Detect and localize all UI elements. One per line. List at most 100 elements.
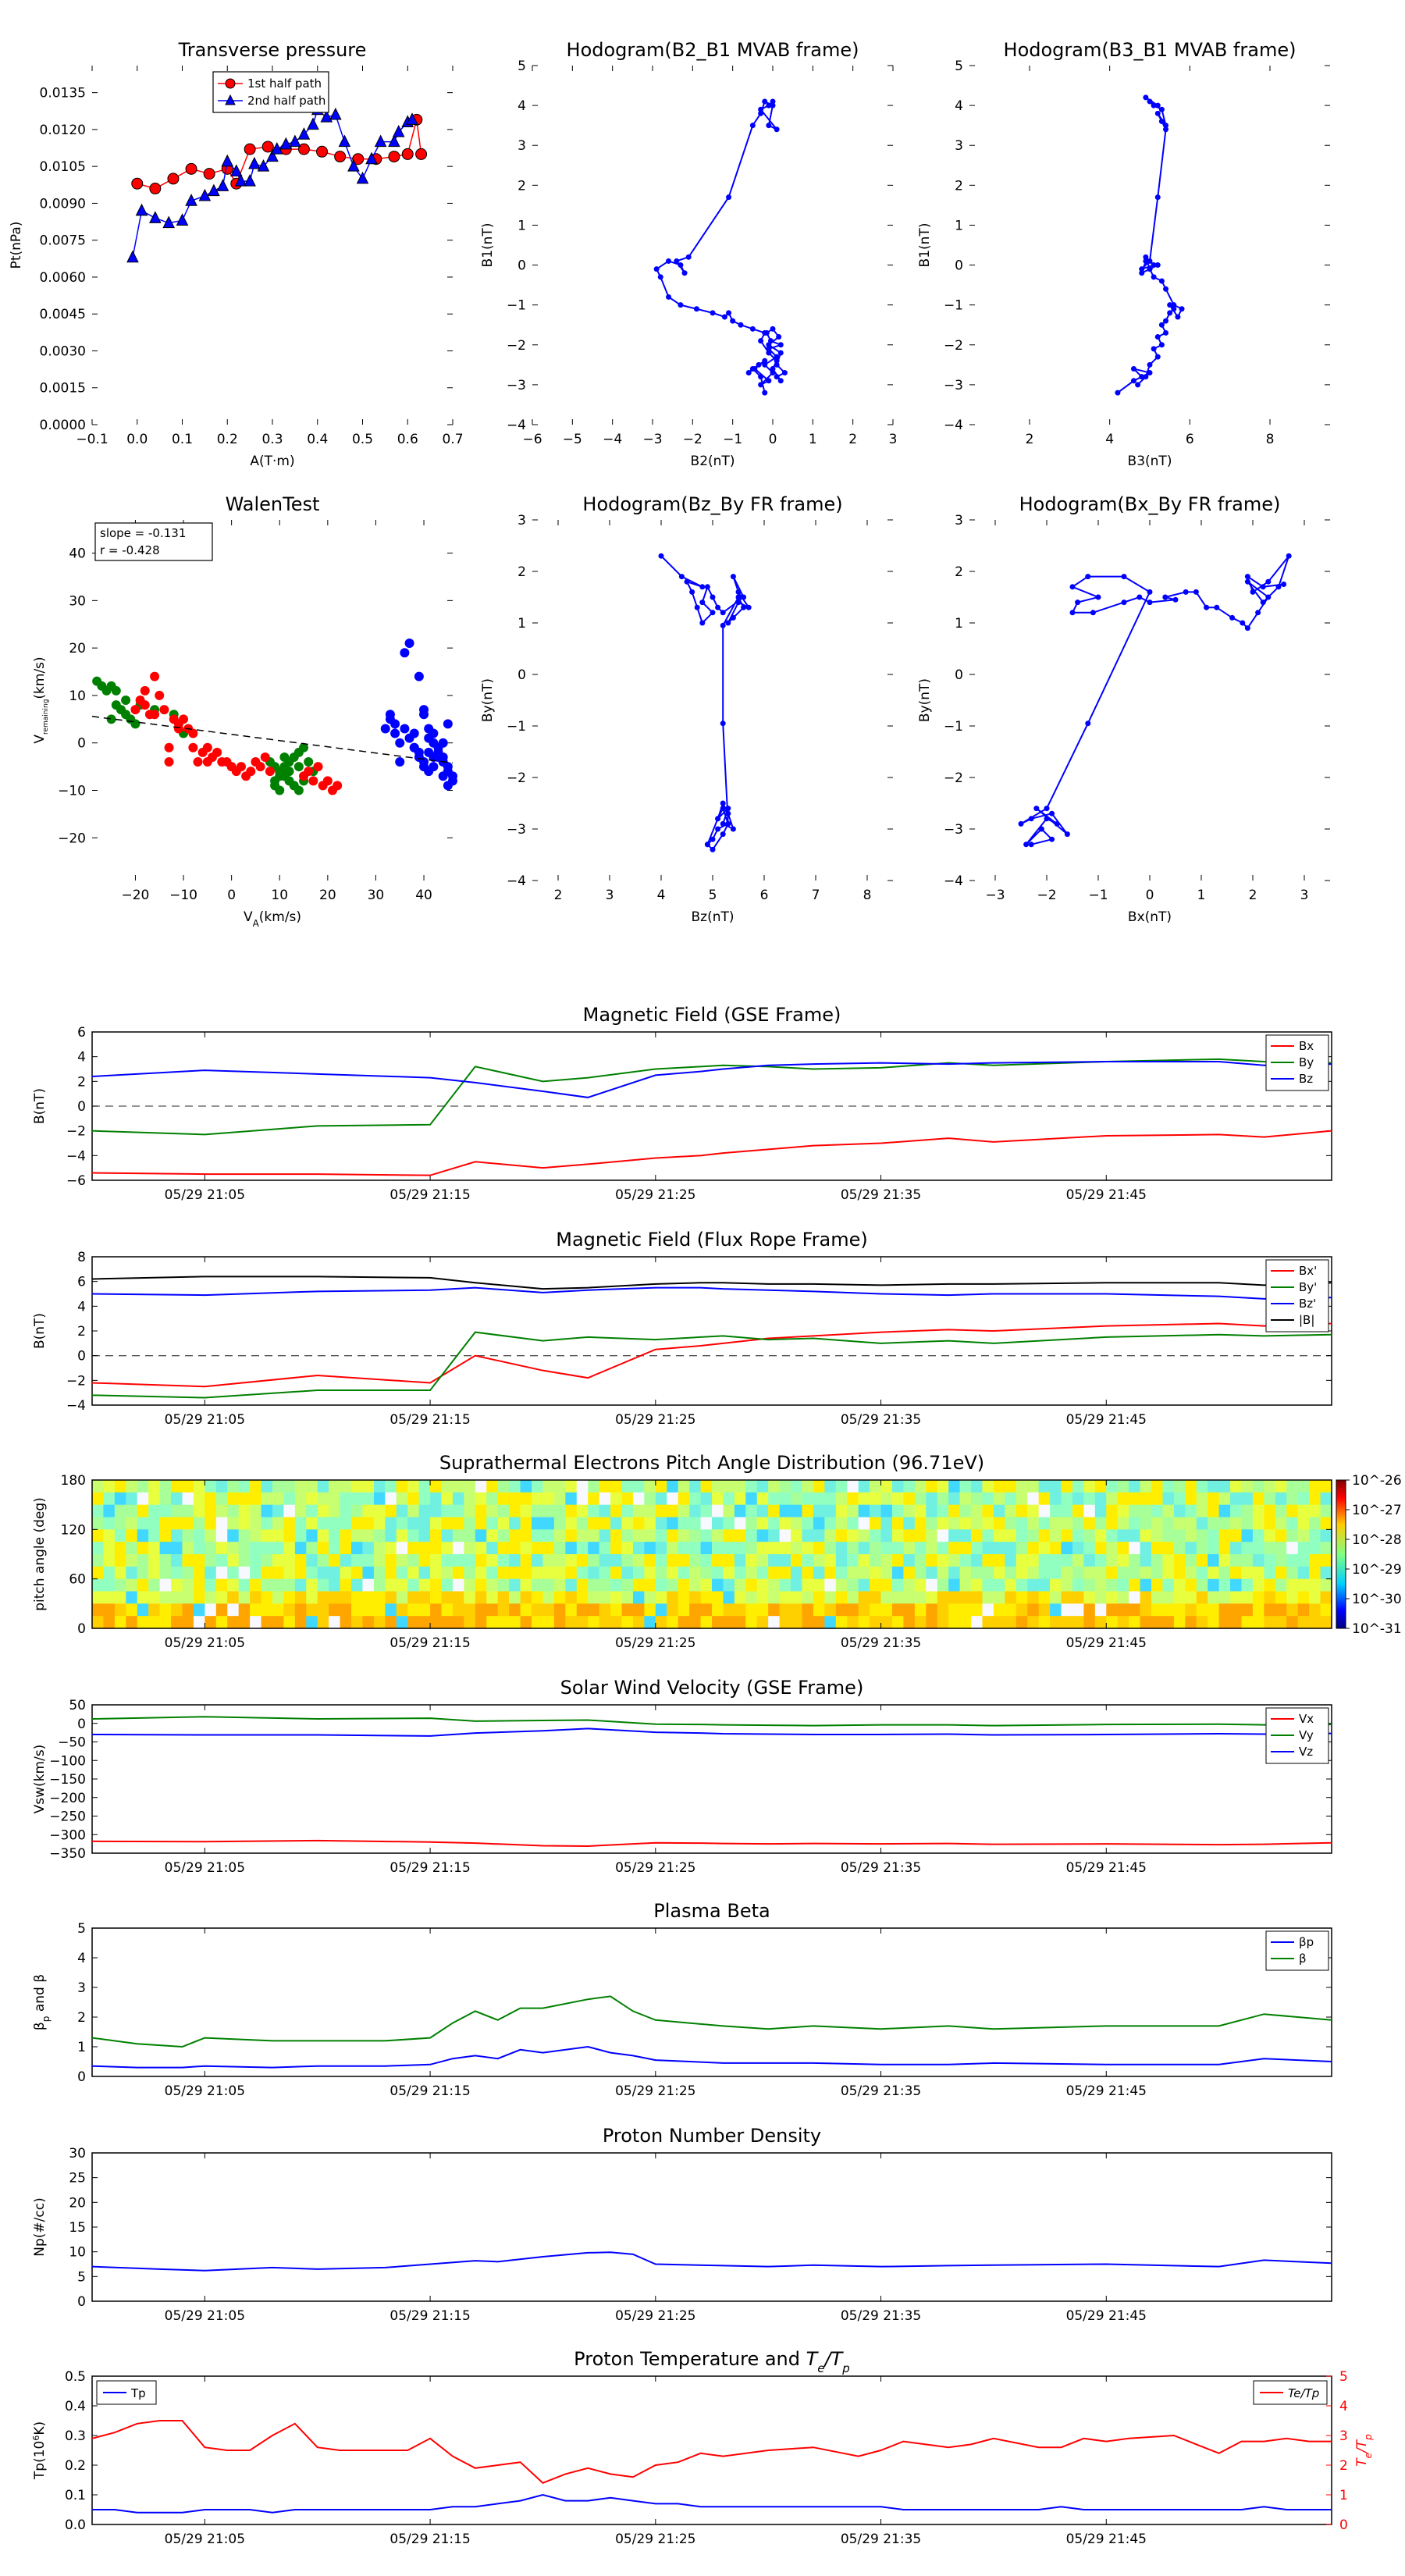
heatmap-cell [509, 1554, 521, 1567]
heatmap-cell [1072, 1492, 1084, 1506]
heatmap-cell [1264, 1492, 1276, 1506]
data-point [316, 145, 329, 158]
heatmap-cell [610, 1517, 623, 1530]
y-tick-label: 0.0090 [40, 196, 86, 212]
heatmap-cell [418, 1616, 431, 1629]
heatmap-cell [1286, 1529, 1299, 1542]
heatmap-cell [441, 1591, 454, 1604]
heatmap-cell [542, 1566, 555, 1580]
data-point [762, 98, 768, 105]
heatmap-cell [137, 1578, 149, 1592]
heatmap-cell [1297, 1603, 1310, 1617]
heatmap-cell [317, 1542, 329, 1555]
heatmap-cell [870, 1529, 882, 1542]
heatmap-cell [745, 1554, 758, 1567]
heatmap-cell [982, 1554, 994, 1567]
heatmap-cell [1027, 1504, 1040, 1518]
heatmap-cell [283, 1504, 296, 1518]
heatmap-cell [937, 1542, 949, 1555]
heatmap-cell [791, 1517, 803, 1530]
heatmap-cell [193, 1517, 205, 1530]
heatmap-cell [182, 1616, 194, 1629]
heatmap-cell [396, 1578, 408, 1592]
heatmap-cell [340, 1603, 352, 1617]
y-tick-label: 0 [77, 1099, 86, 1115]
panel-vsw: Solar Wind Velocity (GSE Frame)−350−300−… [32, 1677, 1332, 1876]
heatmap-cell [655, 1492, 667, 1506]
y-tick-label: 2 [518, 564, 526, 580]
heatmap-cell [1140, 1529, 1152, 1542]
heatmap-cell [870, 1554, 882, 1567]
heatmap-cell [891, 1566, 905, 1580]
heatmap-cell [553, 1554, 566, 1567]
data-point [756, 361, 762, 368]
heatmap-cell [137, 1492, 149, 1506]
data-point [766, 378, 772, 384]
heatmap-cell [982, 1566, 994, 1580]
heatmap-cell [700, 1554, 713, 1567]
heatmap-cell [126, 1578, 138, 1592]
heatmap-cell [1297, 1566, 1310, 1580]
heatmap-cell [137, 1517, 149, 1530]
data-point [720, 820, 726, 827]
heatmap-cell [159, 1554, 172, 1567]
heatmap-cell [148, 1591, 161, 1604]
data-point [770, 98, 776, 105]
series-line-bz [91, 1286, 1332, 1300]
heatmap-cell [1320, 1566, 1332, 1580]
heatmap-cell [1162, 1603, 1175, 1617]
heatmap-cell [667, 1603, 679, 1617]
heatmap-cell [880, 1492, 893, 1506]
heatmap-cell [655, 1517, 667, 1530]
data-point [735, 600, 742, 606]
heatmap-cell [678, 1480, 690, 1493]
heatmap-cell [92, 1480, 105, 1493]
y-tick-label: 2 [77, 1324, 86, 1340]
y-tick-label: 4 [77, 1299, 86, 1315]
data-point [443, 762, 453, 772]
heatmap-cell [734, 1554, 746, 1567]
heatmap-cell [238, 1616, 251, 1629]
heatmap-cell [610, 1566, 623, 1580]
data-point [443, 781, 453, 791]
data-point [777, 378, 784, 384]
y-axis-label: By(nT) [917, 678, 933, 722]
heatmap-cell [802, 1492, 814, 1506]
heatmap-cell [1252, 1529, 1264, 1542]
heatmap-cell [700, 1529, 713, 1542]
series-line-vx [91, 1839, 1332, 1847]
data-point [390, 728, 400, 738]
heatmap-cell [847, 1492, 859, 1506]
heatmap-cell [340, 1578, 352, 1592]
heatmap-cell [159, 1480, 172, 1493]
heatmap-cell [1117, 1492, 1129, 1506]
data-point [1090, 610, 1096, 616]
data-point [236, 762, 246, 772]
heatmap-cell [914, 1480, 927, 1493]
heatmap-cell [509, 1603, 521, 1617]
heatmap-cell [1072, 1554, 1084, 1567]
data-point [198, 188, 212, 201]
heatmap-cell [937, 1517, 949, 1530]
heatmap-cell [576, 1591, 589, 1604]
heatmap-cell [1309, 1566, 1321, 1580]
heatmap-cell [126, 1492, 138, 1506]
heatmap-cell [768, 1480, 781, 1493]
heatmap-cell [891, 1578, 905, 1592]
data-point [1115, 390, 1121, 396]
data-point [1260, 600, 1266, 606]
heatmap-cell [948, 1529, 961, 1542]
heatmap-cell [1117, 1566, 1129, 1580]
data-point [1158, 106, 1165, 112]
heatmap-cell [182, 1603, 194, 1617]
heatmap-cell [114, 1504, 126, 1518]
heatmap-cell [667, 1566, 679, 1580]
heatmap-cell [835, 1566, 848, 1580]
data-point [162, 215, 175, 229]
data-point [1183, 589, 1189, 595]
heatmap-cell [182, 1529, 194, 1542]
heatmap-cell [486, 1529, 499, 1542]
heatmap-cell [1309, 1529, 1321, 1542]
heatmap-cell [926, 1554, 938, 1567]
heatmap-cell [373, 1492, 386, 1506]
